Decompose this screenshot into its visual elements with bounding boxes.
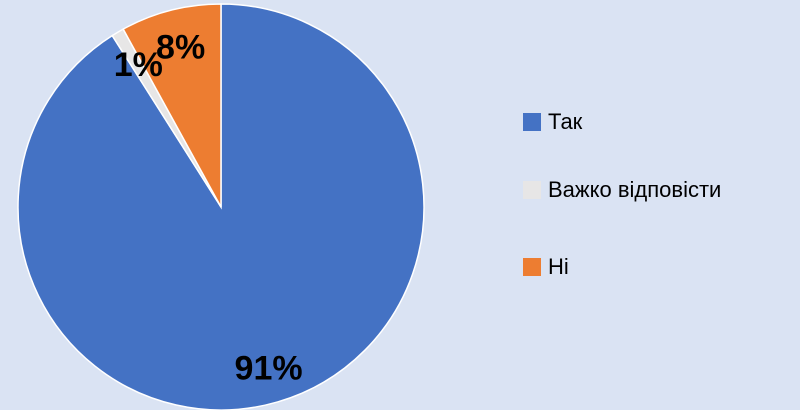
legend-label: Ні xyxy=(548,254,569,279)
legend-label: Так xyxy=(548,109,583,134)
data-label: 8% xyxy=(156,29,205,67)
legend-swatch xyxy=(523,258,541,276)
legend-label: Важко відповісти xyxy=(548,177,721,202)
legend-swatch xyxy=(523,181,541,199)
legend-swatch xyxy=(523,113,541,131)
pie-slice xyxy=(122,3,222,208)
data-label: 91% xyxy=(235,350,303,388)
data-label: 1% xyxy=(114,46,163,84)
